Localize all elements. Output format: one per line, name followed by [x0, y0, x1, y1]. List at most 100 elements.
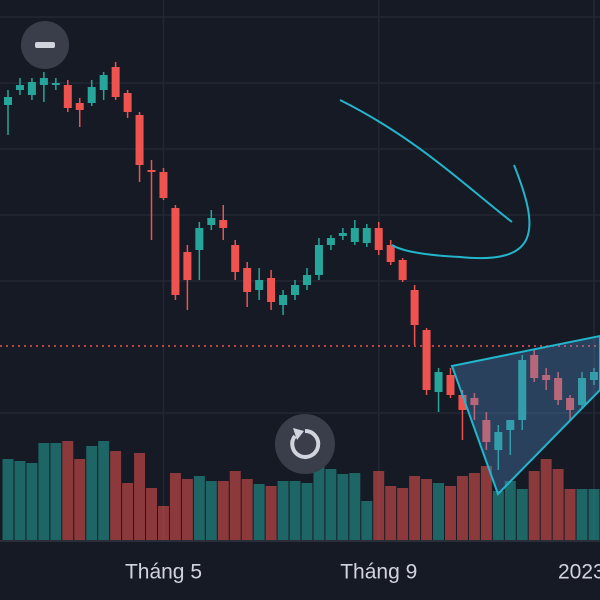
- volume-bar: [289, 481, 301, 541]
- candle-body: [554, 378, 563, 400]
- volume-bar: [2, 459, 14, 541]
- volume-bar: [134, 453, 146, 541]
- volume-bar: [337, 474, 349, 541]
- volume-bar: [349, 473, 361, 541]
- volume-bar: [373, 471, 385, 541]
- volume-bar: [241, 479, 253, 541]
- volume-bar: [445, 486, 456, 541]
- volume-bar: [301, 483, 313, 541]
- volume-bar: [277, 481, 289, 541]
- volume-bar: [409, 476, 421, 541]
- button-bg[interactable]: [275, 414, 335, 474]
- reset-button[interactable]: [275, 414, 335, 474]
- candle-body: [15, 85, 24, 90]
- candle-body: [27, 82, 36, 95]
- x-tick-label: 2023: [558, 561, 600, 584]
- candle-body: [506, 420, 515, 430]
- volume-bar: [468, 473, 480, 541]
- volume-bar: [169, 473, 181, 541]
- volume-bar: [38, 443, 50, 541]
- candle-body: [434, 372, 443, 392]
- volume-layer: [2, 441, 600, 541]
- volume-bar: [193, 476, 205, 541]
- volume-bar: [217, 481, 229, 541]
- volume-bar: [397, 488, 409, 541]
- candle-body: [219, 220, 228, 228]
- volume-bar: [313, 463, 325, 541]
- candle-body: [63, 85, 72, 108]
- candle-body: [326, 238, 335, 245]
- volume-bar: [385, 486, 397, 541]
- volume-bar: [421, 479, 433, 541]
- volume-bar: [157, 506, 169, 541]
- candle-body: [231, 245, 240, 272]
- volume-bar: [50, 443, 62, 541]
- volume-bar: [265, 486, 277, 541]
- candle-body: [578, 378, 587, 405]
- candle-body: [171, 208, 180, 295]
- volume-bar: [588, 489, 600, 541]
- volume-bar: [205, 481, 217, 541]
- candle-body: [159, 172, 168, 198]
- candle-body: [111, 67, 120, 97]
- drawing-curve: [391, 164, 531, 260]
- volume-bar: [110, 451, 122, 541]
- candle-body: [446, 375, 455, 395]
- volume-bar: [433, 483, 445, 541]
- drawing-curve: [339, 99, 513, 223]
- candle-body: [207, 218, 216, 225]
- candle-body: [338, 233, 347, 236]
- grid: [0, 0, 600, 541]
- candle-body: [183, 252, 192, 280]
- zoom-out-button[interactable]: [21, 21, 69, 69]
- candle-body: [374, 228, 383, 250]
- candle-body: [314, 245, 323, 275]
- candle-body: [362, 228, 371, 243]
- candle-body: [398, 260, 407, 280]
- volume-bar: [576, 489, 588, 541]
- candle-body: [99, 75, 108, 90]
- volume-bar: [480, 466, 492, 541]
- volume-bar: [229, 471, 241, 541]
- volume-bar: [86, 446, 98, 541]
- volume-bar: [253, 484, 265, 541]
- x-axis: Tháng 5 Tháng 9 2023: [125, 561, 600, 584]
- candle-layer: [0, 62, 600, 470]
- volume-bar: [552, 469, 564, 541]
- candle-body: [75, 103, 84, 110]
- candle-body: [255, 280, 264, 290]
- candle-body: [518, 360, 527, 420]
- volume-bar: [62, 441, 74, 541]
- candle-body: [566, 398, 575, 410]
- volume-bar: [456, 476, 468, 541]
- volume-bar: [14, 461, 26, 541]
- volume-bar: [181, 479, 193, 541]
- volume-bar: [361, 501, 373, 541]
- candle-body: [135, 115, 144, 165]
- candle-body: [39, 78, 48, 85]
- candle-body: [243, 268, 252, 292]
- volume-bar: [122, 483, 134, 541]
- volume-bar: [504, 481, 516, 541]
- volume-bar: [492, 491, 504, 541]
- candle-body: [542, 375, 551, 380]
- candle-body: [279, 295, 288, 305]
- volume-bar: [516, 489, 528, 541]
- minus-icon: [35, 42, 55, 48]
- x-tick-label: Tháng 9: [340, 561, 417, 584]
- volume-bar: [146, 488, 157, 541]
- volume-bar: [564, 489, 576, 541]
- candle-body: [4, 97, 12, 105]
- volume-bar: [540, 459, 552, 541]
- candle-body: [494, 432, 503, 450]
- volume-bar: [98, 441, 110, 541]
- candle-body: [195, 228, 204, 250]
- volume-bar: [325, 469, 337, 541]
- candle-body: [123, 93, 132, 112]
- candle-body: [482, 420, 491, 442]
- candle-body: [147, 170, 156, 172]
- candle-body: [386, 245, 395, 262]
- candle-body: [422, 330, 431, 390]
- candle-body: [51, 83, 60, 85]
